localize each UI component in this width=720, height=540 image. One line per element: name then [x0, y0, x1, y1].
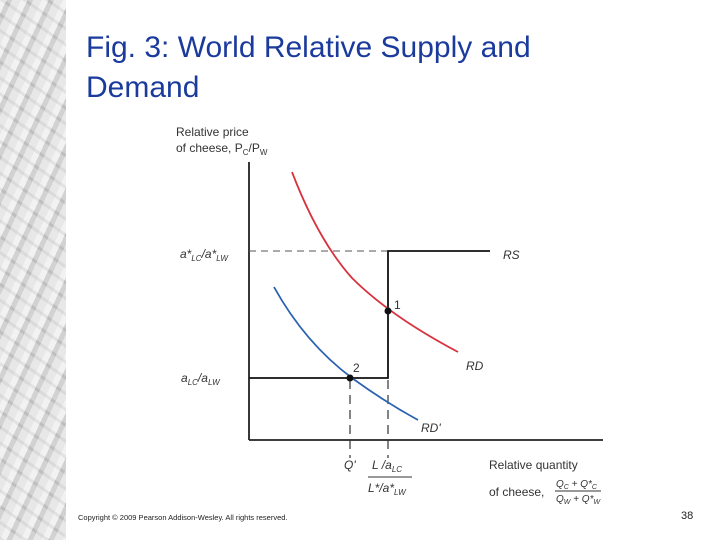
q-top-label: L /aLC: [372, 458, 402, 474]
q-bottom-label: L*/a*LW: [368, 481, 407, 497]
rd-prime-label: RD': [421, 421, 441, 435]
slide-title-line-2: Demand: [86, 71, 200, 104]
lower-price-label: aLC/aLW: [181, 371, 221, 387]
x-axis-label-line-2: of cheese,: [489, 485, 544, 499]
rs-label: RS: [503, 248, 520, 262]
equilibrium-point-1: [384, 307, 392, 315]
point-2-label: 2: [353, 361, 360, 375]
slide-title-line-1: Fig. 3: World Relative Supply and: [86, 31, 531, 64]
rs-curve: [249, 250, 490, 379]
x-fraction-numerator: QC + Q*C: [556, 479, 598, 491]
y-axis-label-line-1: Relative price: [176, 125, 249, 139]
rd-prime-curve: [273, 286, 419, 421]
slide-title: Fig. 3: World Relative Supply and Demand: [86, 28, 686, 108]
q-prime-label: Q': [344, 458, 356, 472]
x-axis-label-line-1: Relative quantity: [489, 458, 578, 472]
rd-label: RD: [466, 359, 484, 373]
copyright-text: Copyright © 2009 Pearson Addison-Wesley.…: [78, 513, 288, 522]
equilibrium-point-2: [346, 374, 354, 382]
upper-price-label: a*LC/a*LW: [180, 247, 229, 263]
rd-curve: [291, 171, 459, 353]
x-fraction-denominator: QW + Q*W: [556, 494, 601, 506]
page-number: 38: [681, 510, 694, 522]
marble-sidebar: [0, 0, 66, 540]
y-axis-label-line-2: of cheese, PC/PW: [176, 141, 268, 157]
point-1-label: 1: [394, 298, 401, 312]
